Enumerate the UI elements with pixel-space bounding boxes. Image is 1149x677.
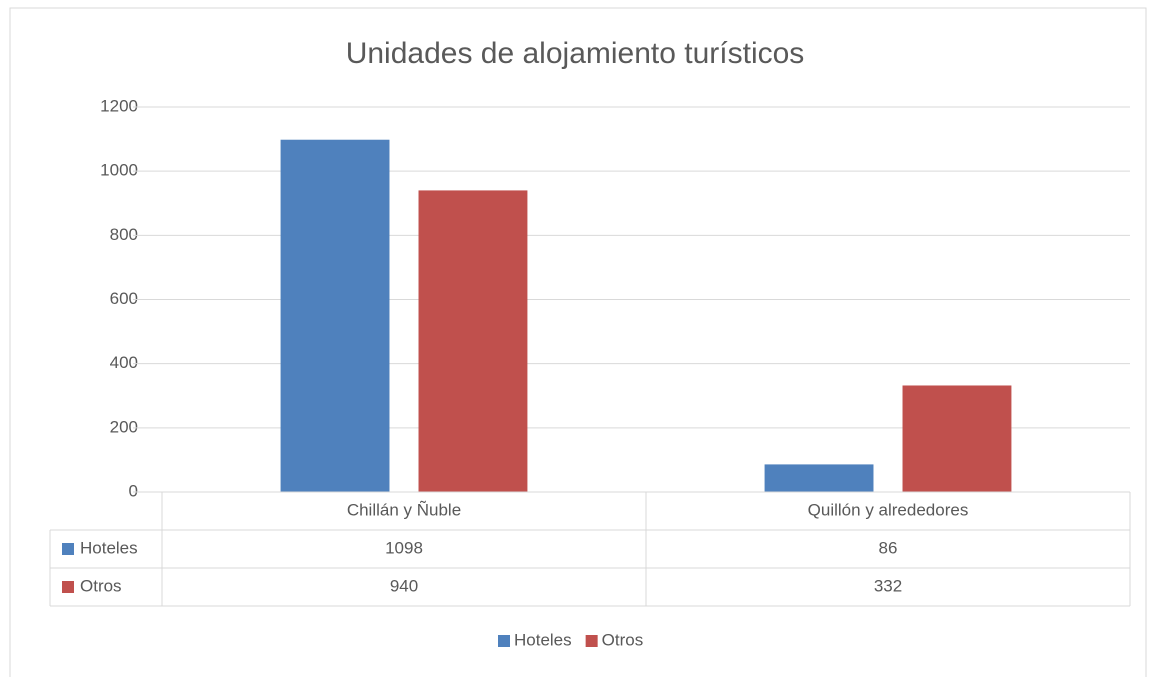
y-tick-label: 200 <box>110 417 138 436</box>
legend-label: Otros <box>602 630 644 649</box>
x-tick-label: Chillán y Ñuble <box>347 500 461 519</box>
table-value: 86 <box>879 538 898 557</box>
x-tick-label: Quillón y alrededores <box>808 500 969 519</box>
bar <box>902 385 1012 492</box>
table-value: 940 <box>390 576 418 595</box>
chart-title: Unidades de alojamiento turísticos <box>346 37 805 70</box>
table-value: 332 <box>874 576 902 595</box>
y-tick-label: 600 <box>110 289 138 308</box>
table-value: 1098 <box>385 538 423 557</box>
table-legend-key <box>62 543 74 555</box>
bar <box>764 464 874 492</box>
legend-label: Hoteles <box>514 630 572 649</box>
y-tick-label: 1200 <box>100 96 138 115</box>
bar <box>418 190 528 492</box>
legend-key <box>498 635 510 647</box>
table-legend-key <box>62 581 74 593</box>
table-series-label: Otros <box>80 576 122 595</box>
y-tick-label: 400 <box>110 353 138 372</box>
y-tick-label: 0 <box>129 481 138 500</box>
y-tick-label: 1000 <box>100 161 138 180</box>
table-series-label: Hoteles <box>80 538 138 557</box>
bar <box>280 139 390 492</box>
legend-key <box>585 635 598 647</box>
chart-border <box>9 7 1147 677</box>
y-tick-label: 800 <box>110 225 138 244</box>
